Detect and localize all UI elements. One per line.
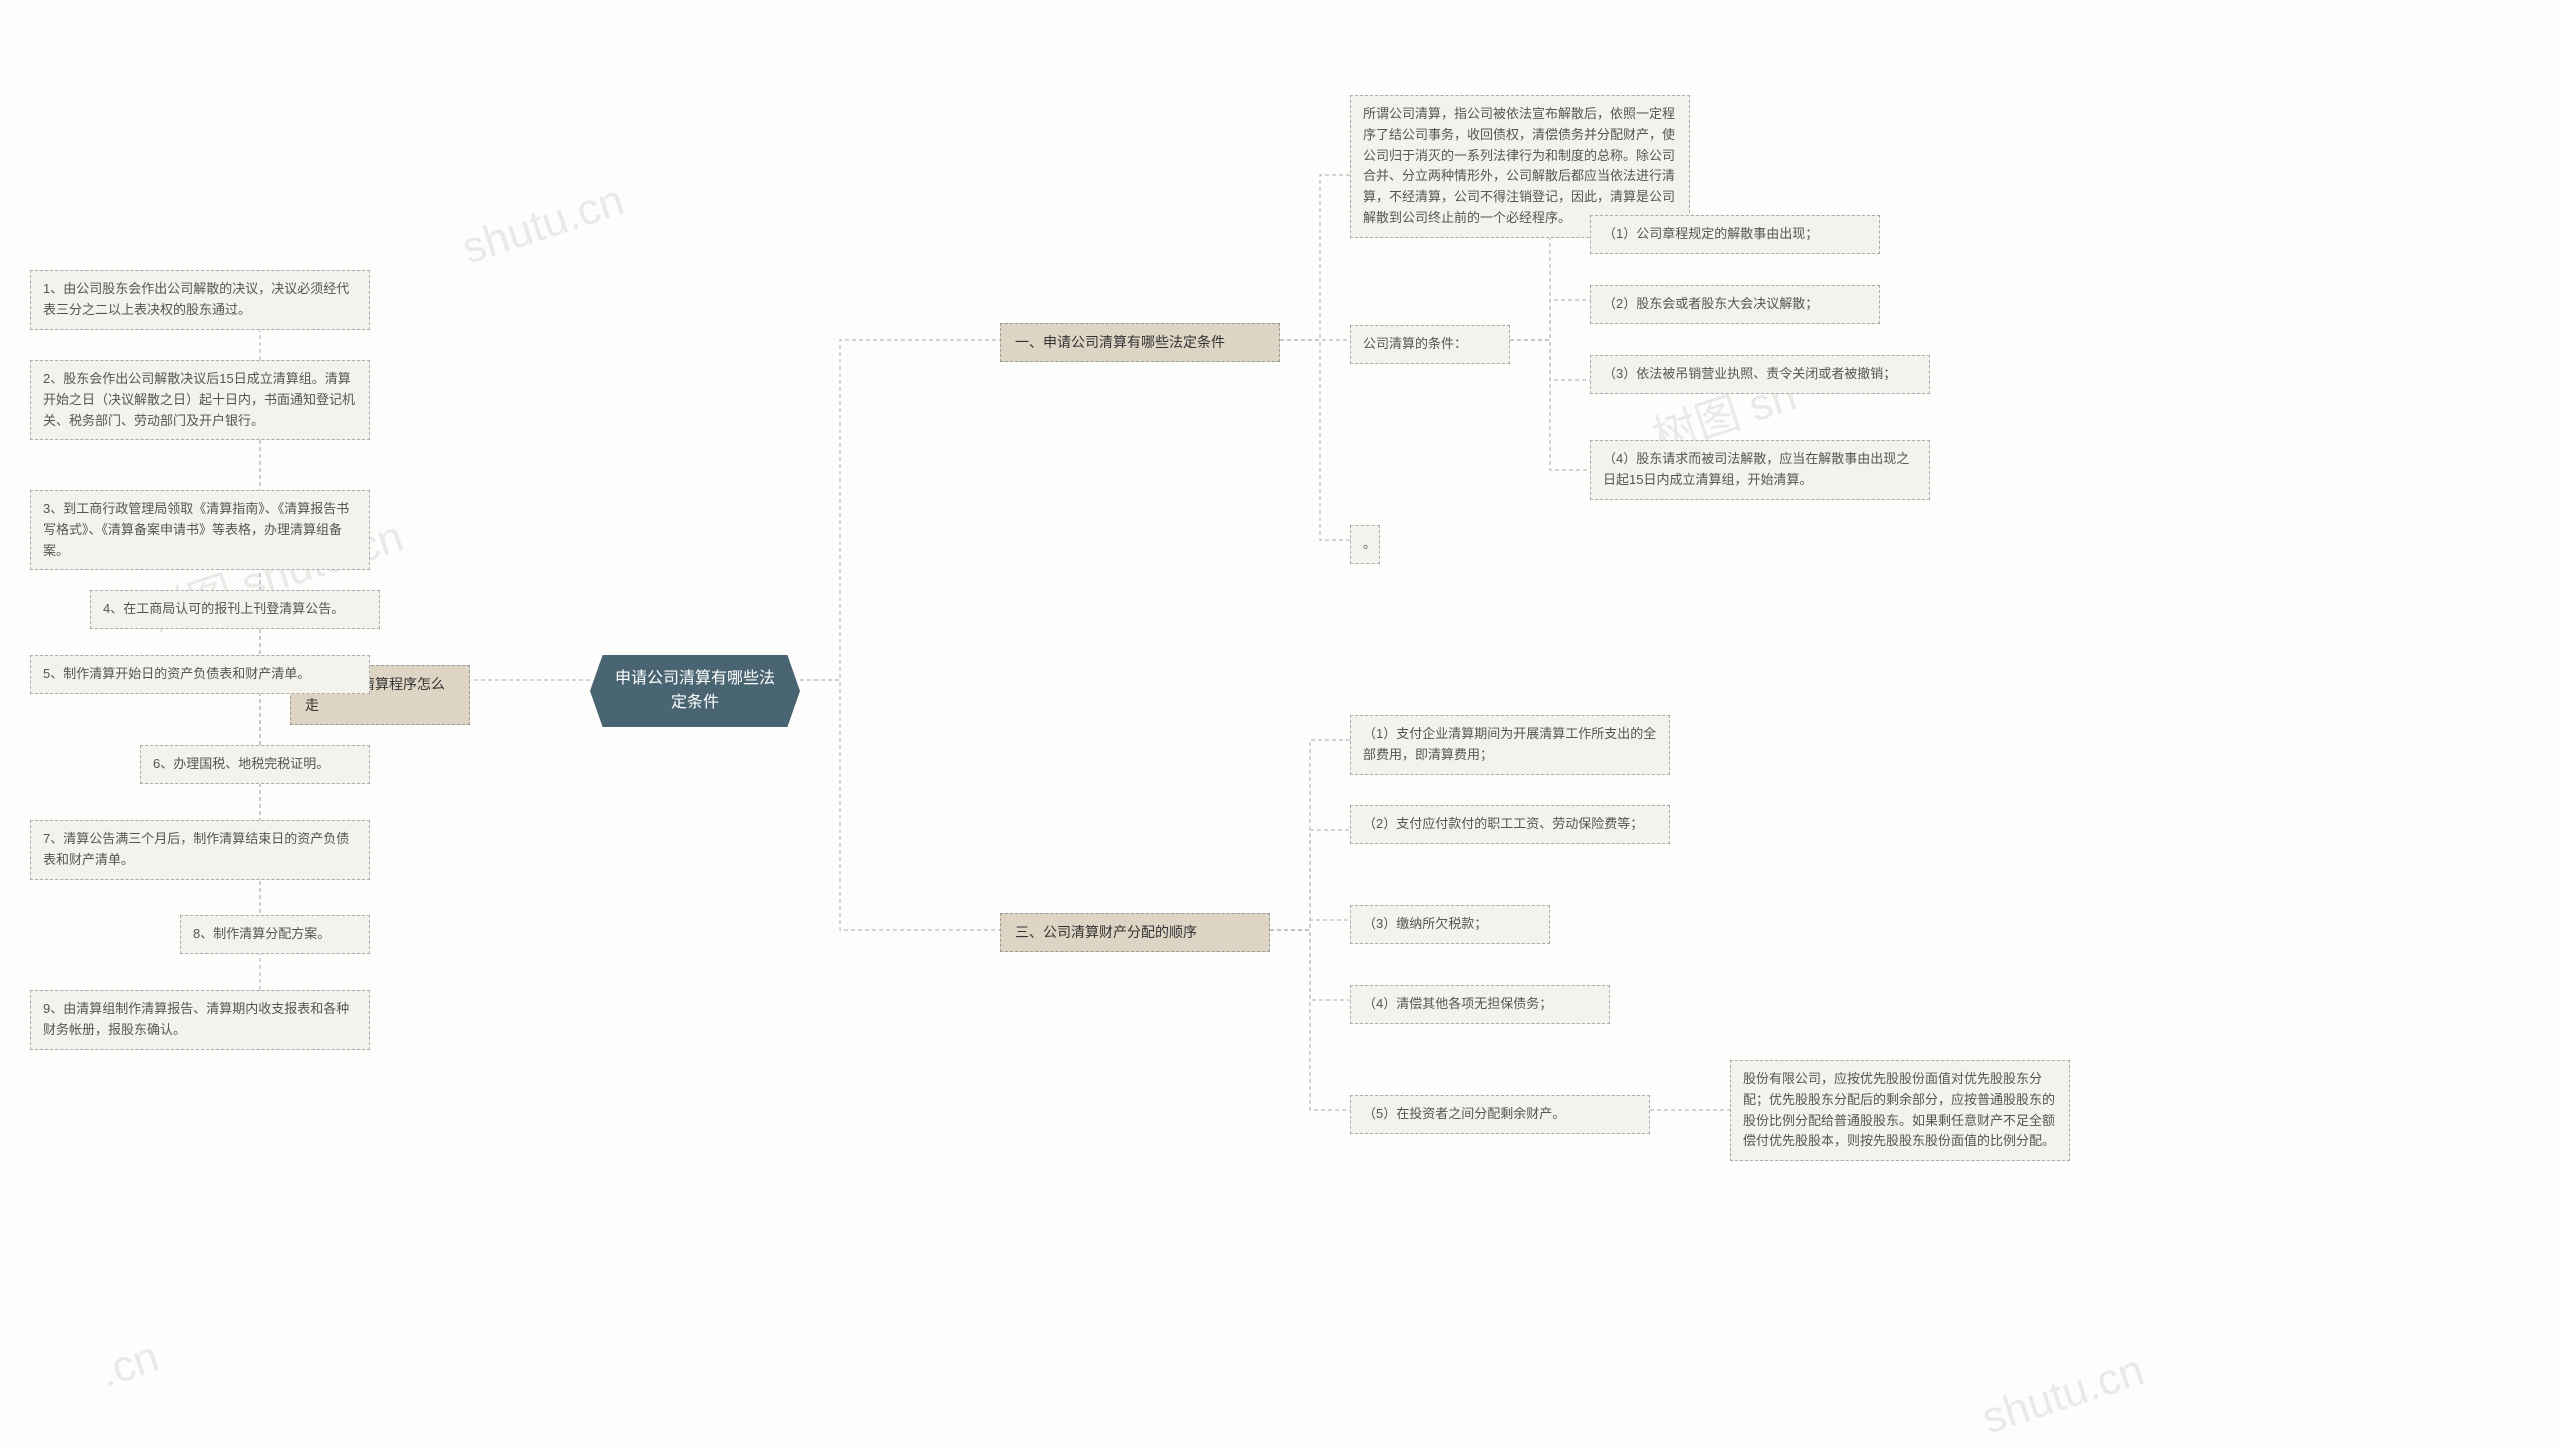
branch-2-s8: 8、制作清算分配方案。: [180, 915, 370, 954]
branch-2-s2: 2、股东会作出公司解散决议后15日成立清算组。清算开始之日（决议解散之日）起十日…: [30, 360, 370, 440]
branch-2-s1: 1、由公司股东会作出公司解散的决议，决议必须经代表三分之二以上表决权的股东通过。: [30, 270, 370, 330]
branch-2-s9: 9、由清算组制作清算报告、清算期内收支报表和各种财务帐册，报股东确认。: [30, 990, 370, 1050]
branch-1-cond-1: （1）公司章程规定的解散事由出现；: [1590, 215, 1880, 254]
branch-3-p2: （2）支付应付款付的职工工资、劳动保险费等；: [1350, 805, 1670, 844]
branch-2-s6: 6、办理国税、地税完税证明。: [140, 745, 370, 784]
branch-1-empty: 。: [1350, 525, 1380, 564]
branch-2-s7: 7、清算公告满三个月后，制作清算结束日的资产负债表和财产清单。: [30, 820, 370, 880]
branch-1-cond-3: （3）依法被吊销营业执照、责令关闭或者被撤销；: [1590, 355, 1930, 394]
branch-2-s3: 3、到工商行政管理局领取《清算指南》、《清算报告书写格式》、《清算备案申请书》等…: [30, 490, 370, 570]
branch-2-s4: 4、在工商局认可的报刊上刊登清算公告。: [90, 590, 380, 629]
branch-1-conds-label: 公司清算的条件：: [1350, 325, 1510, 364]
branch-1-cond-4: （4）股东请求而被司法解散，应当在解散事由出现之日起15日内成立清算组，开始清算…: [1590, 440, 1930, 500]
watermark: shutu.cn: [456, 176, 630, 275]
branch-1-cond-2: （2）股东会或者股东大会决议解散；: [1590, 285, 1880, 324]
watermark: shutu.cn: [1976, 1346, 2150, 1445]
branch-3-p1: （1）支付企业清算期间为开展清算工作所支出的全部费用，即清算费用；: [1350, 715, 1670, 775]
center-topic: 申请公司清算有哪些法定条件: [590, 655, 800, 727]
branch-3-p4: （4）清偿其他各项无担保债务；: [1350, 985, 1610, 1024]
branch-2-s5: 5、制作清算开始日的资产负债表和财产清单。: [30, 655, 370, 694]
branch-1: 一、申请公司清算有哪些法定条件: [1000, 323, 1280, 362]
branch-3: 三、公司清算财产分配的顺序: [1000, 913, 1270, 952]
branch-3-p5-detail: 股份有限公司，应按优先股股份面值对优先股股东分配；优先股股东分配后的剩余部分，应…: [1730, 1060, 2070, 1161]
watermark: .cn: [94, 1332, 165, 1398]
branch-3-p5: （5）在投资者之间分配剩余财产。: [1350, 1095, 1650, 1134]
branch-3-p3: （3）缴纳所欠税款；: [1350, 905, 1550, 944]
